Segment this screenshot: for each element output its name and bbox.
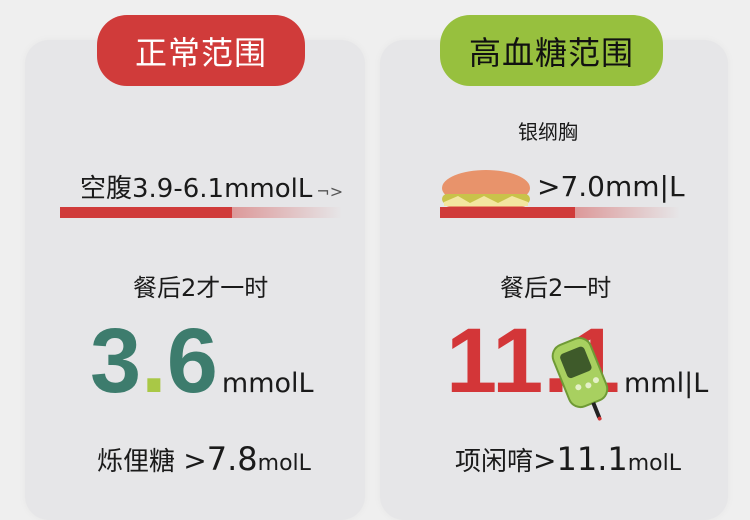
bottom-value: 7.8 — [206, 440, 258, 478]
bottom-compare: > — [183, 444, 207, 477]
postmeal-label: 餐后2才一时 — [133, 274, 269, 302]
value-integer: 11 — [446, 310, 544, 412]
normal-value-unit: mmolL — [221, 368, 314, 399]
high-range-badge: 高血糖范围 — [440, 15, 663, 86]
bottom-compare: > — [533, 444, 557, 477]
normal-range-bar — [60, 207, 232, 218]
value-dot: . — [141, 310, 167, 412]
value-decimal: 6 — [166, 310, 218, 412]
value-integer: 3 — [90, 310, 142, 412]
normal-range-card — [25, 40, 365, 520]
normal-range-badge: 正常范围 — [97, 15, 305, 86]
normal-range-bar-faded — [232, 207, 342, 218]
high-range-bar — [440, 207, 575, 218]
bottom-label: 烁俚糖 — [97, 447, 176, 477]
bottom-value: 11.1 — [556, 440, 628, 478]
high-value-line: 11.1 mml|L — [446, 315, 708, 407]
high-range-card — [380, 40, 728, 520]
fasting-normal-text: 空腹3.9-6.1mmolL — [80, 174, 313, 204]
normal-value: 3.6 — [90, 315, 218, 407]
bottom-unit: molL — [627, 451, 681, 476]
high-value-unit: mml|L — [624, 368, 709, 399]
fasting-high-text: >7.0mm|L — [537, 170, 685, 203]
glucose-meter-icon — [551, 337, 609, 421]
normal-bottom-line: 烁俚糖 >7.8molL — [97, 440, 311, 478]
normal-value-line: 3.6 mmolL — [90, 315, 314, 407]
fasting-normal-line: 空腹3.9-6.1mmolL ¬> — [80, 168, 343, 205]
high-range-bar-faded — [575, 207, 680, 218]
arrow-icon: ¬> — [316, 182, 344, 201]
bottom-unit: molL — [257, 451, 311, 476]
high-bottom-line: 项闲唷>11.1molL — [455, 440, 681, 478]
postmeal-label: 餐后2一时 — [500, 274, 612, 302]
high-subtitle: 银纲胸 — [518, 120, 578, 144]
bottom-label: 项闲唷 — [455, 447, 534, 477]
